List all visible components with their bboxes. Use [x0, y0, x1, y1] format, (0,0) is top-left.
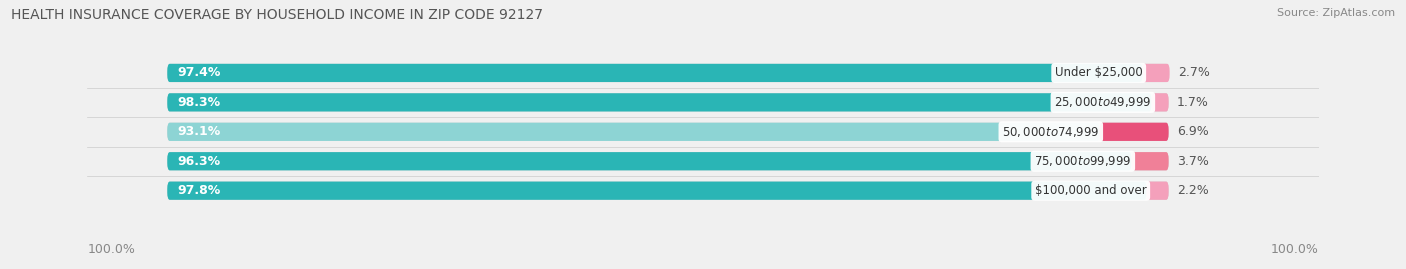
Text: HEALTH INSURANCE COVERAGE BY HOUSEHOLD INCOME IN ZIP CODE 92127: HEALTH INSURANCE COVERAGE BY HOUSEHOLD I…	[11, 8, 543, 22]
FancyBboxPatch shape	[167, 182, 1147, 200]
FancyBboxPatch shape	[167, 152, 1168, 170]
FancyBboxPatch shape	[1152, 93, 1168, 111]
FancyBboxPatch shape	[167, 64, 1143, 82]
Text: Source: ZipAtlas.com: Source: ZipAtlas.com	[1277, 8, 1395, 18]
Text: 100.0%: 100.0%	[1271, 243, 1319, 256]
FancyBboxPatch shape	[1099, 123, 1168, 141]
FancyBboxPatch shape	[167, 93, 1168, 111]
Text: $25,000 to $49,999: $25,000 to $49,999	[1054, 95, 1152, 109]
FancyBboxPatch shape	[167, 123, 1099, 141]
Text: $50,000 to $74,999: $50,000 to $74,999	[1002, 125, 1099, 139]
Text: 96.3%: 96.3%	[177, 155, 221, 168]
FancyBboxPatch shape	[167, 123, 1168, 141]
FancyBboxPatch shape	[167, 182, 1168, 200]
Text: 6.9%: 6.9%	[1177, 125, 1208, 138]
Text: $100,000 and over: $100,000 and over	[1035, 184, 1147, 197]
FancyBboxPatch shape	[167, 152, 1132, 170]
Text: 97.4%: 97.4%	[177, 66, 221, 79]
Text: 2.2%: 2.2%	[1177, 184, 1208, 197]
FancyBboxPatch shape	[167, 64, 1168, 82]
FancyBboxPatch shape	[1132, 152, 1168, 170]
FancyBboxPatch shape	[167, 93, 1152, 111]
Text: $75,000 to $99,999: $75,000 to $99,999	[1035, 154, 1132, 168]
Text: 97.8%: 97.8%	[177, 184, 221, 197]
Text: 100.0%: 100.0%	[87, 243, 135, 256]
Text: 1.7%: 1.7%	[1177, 96, 1209, 109]
Text: Under $25,000: Under $25,000	[1054, 66, 1143, 79]
FancyBboxPatch shape	[1147, 182, 1168, 200]
Text: 93.1%: 93.1%	[177, 125, 221, 138]
Text: 3.7%: 3.7%	[1177, 155, 1209, 168]
Text: 2.7%: 2.7%	[1178, 66, 1209, 79]
FancyBboxPatch shape	[1143, 64, 1170, 82]
Text: 98.3%: 98.3%	[177, 96, 221, 109]
